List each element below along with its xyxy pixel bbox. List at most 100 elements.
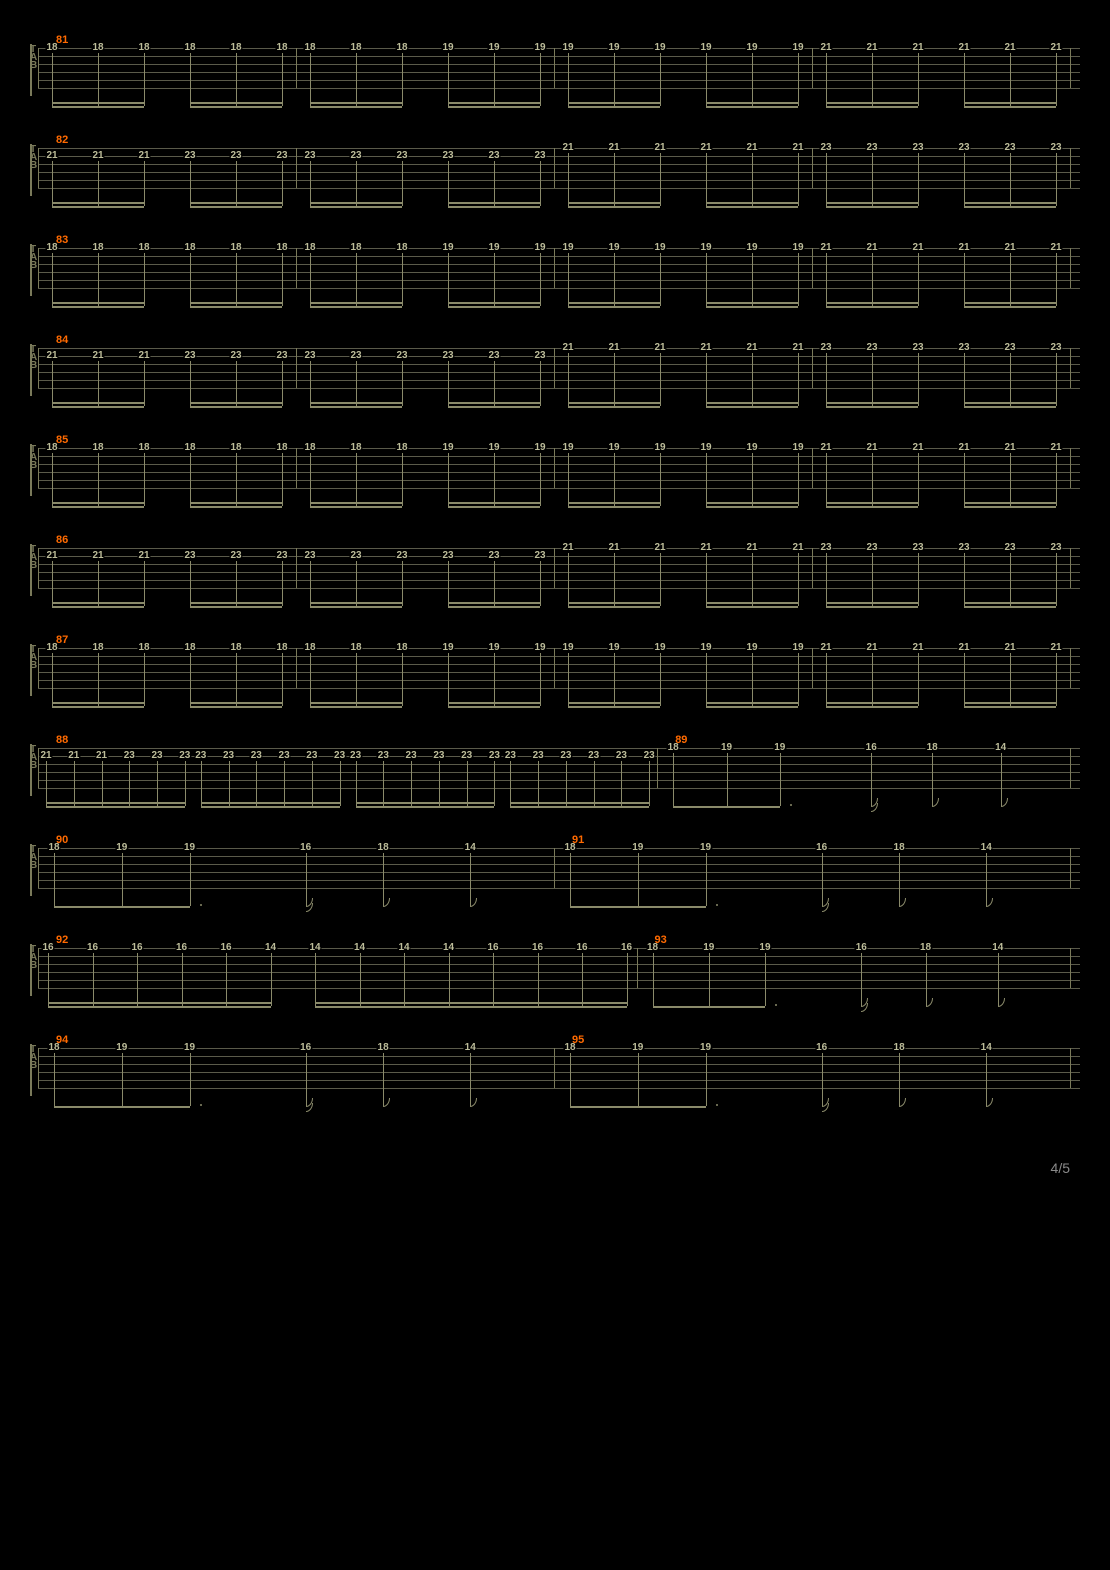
fret-number: 14 [464,1042,477,1053]
measure-number: 92 [56,934,68,946]
fret-number: 23 [333,750,346,761]
fret-number: 21 [137,350,150,361]
fret-number: 19 [653,642,666,653]
fret-number: 18 [349,442,362,453]
fret-number: 21 [653,542,666,553]
fret-number: 23 [183,350,196,361]
fret-number: 18 [395,42,408,53]
tab-system: TAB2121212323232323232323232121212121212… [30,340,1080,412]
fret-number: 19 [653,442,666,453]
tab-staff: TAB2121212323232323232323232121212121212… [30,540,1080,612]
fret-number: 21 [957,42,970,53]
fret-number: 23 [150,750,163,761]
fret-number: 21 [819,42,832,53]
fret-number: 23 [957,342,970,353]
fret-number: 23 [487,150,500,161]
fret-number: 18 [183,442,196,453]
fret-number: 18 [229,442,242,453]
fret-number: 21 [561,342,574,353]
fret-number: 19 [533,42,546,53]
fret-number: 21 [819,242,832,253]
fret-number: 21 [791,142,804,153]
fret-number: 21 [745,142,758,153]
fret-number: 21 [653,142,666,153]
fret-number: 16 [575,942,588,953]
fret-number: 19 [607,442,620,453]
fret-number: 19 [745,442,758,453]
fret-number: 21 [91,150,104,161]
fret-number: 23 [229,350,242,361]
fret-number: 21 [819,642,832,653]
fret-number: 18 [303,242,316,253]
tab-staff: TAB1818181818181818181919191919191919192… [30,440,1080,512]
fret-number: 23 [229,150,242,161]
fret-number: 23 [911,342,924,353]
fret-number: 23 [377,750,390,761]
fret-number: 23 [1003,342,1016,353]
fret-number: 16 [299,842,312,853]
fret-number: 19 [561,42,574,53]
fret-number: 16 [815,1042,828,1053]
fret-number: 18 [229,642,242,653]
tab-clef: TAB [30,446,37,470]
fret-number: 21 [91,350,104,361]
fret-number: 23 [305,750,318,761]
fret-number: 19 [653,242,666,253]
fret-number: 19 [773,742,786,753]
fret-number: 18 [183,42,196,53]
tab-system: TAB2121212323232323232323232121212121212… [30,140,1080,212]
fret-number: 18 [303,642,316,653]
fret-number: 18 [229,242,242,253]
fret-number: 19 [653,42,666,53]
fret-number: 21 [1003,42,1016,53]
fret-number: 21 [45,150,58,161]
fret-number: 14 [353,942,366,953]
fret-number: 21 [137,550,150,561]
fret-number: 21 [865,42,878,53]
fret-number: 21 [45,550,58,561]
fret-number: 16 [486,942,499,953]
fret-number: 23 [405,750,418,761]
fret-number: 18 [275,242,288,253]
fret-number: 18 [395,642,408,653]
fret-number: 23 [865,342,878,353]
fret-number: 23 [349,750,362,761]
tab-system: TAB1818181818181818181919191919191919192… [30,440,1080,512]
fret-number: 23 [229,550,242,561]
fret-number: 21 [1049,642,1062,653]
fret-number: 19 [115,1042,128,1053]
fret-number: 19 [115,842,128,853]
fret-number: 16 [865,742,878,753]
fret-number: 18 [91,42,104,53]
fret-number: 21 [607,342,620,353]
fret-number: 16 [86,942,99,953]
fret-number: 23 [533,550,546,561]
fret-number: 23 [278,750,291,761]
fret-number: 23 [533,150,546,161]
measure-number: 83 [56,234,68,246]
fret-number: 23 [911,142,924,153]
fret-number: 21 [1049,242,1062,253]
fret-number: 18 [926,742,939,753]
measure-number: 85 [56,434,68,446]
fret-number: 18 [349,242,362,253]
fret-number: 19 [441,242,454,253]
fret-number: 23 [194,750,207,761]
tab-clef: TAB [30,146,37,170]
fret-number: 23 [275,150,288,161]
tab-system: TAB1818181818181818181919191919191919192… [30,40,1080,112]
fret-number: 19 [699,242,712,253]
fret-number: 18 [137,442,150,453]
fret-number: 21 [1049,42,1062,53]
fret-number: 21 [91,550,104,561]
fret-number: 21 [911,242,924,253]
fret-number: 16 [219,942,232,953]
fret-number: 16 [620,942,633,953]
fret-number: 16 [855,942,868,953]
fret-number: 23 [275,550,288,561]
fret-number: 19 [533,442,546,453]
fret-number: 21 [607,142,620,153]
fret-number: 23 [460,750,473,761]
fret-number: 18 [893,842,906,853]
fret-number: 21 [39,750,52,761]
